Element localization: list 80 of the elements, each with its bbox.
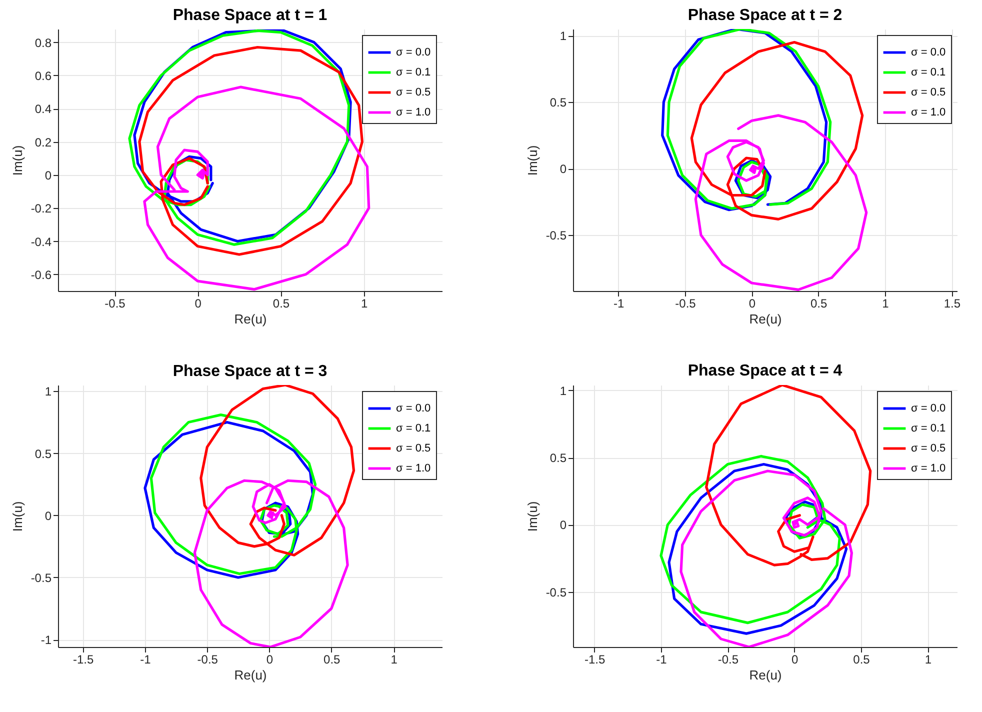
legend-label: σ = 0.0 [911,402,946,414]
x-tick-label: -0.5 [675,296,696,310]
y-tick-label: 0.5 [550,451,567,466]
y-tick-label: -0.5 [30,570,52,585]
y-tick-label: 1 [560,384,567,398]
legend-label: σ = 0.1 [396,422,431,434]
chart-title: Phase Space at t = 1 [172,7,328,24]
x-tick-label: 0.5 [272,296,290,310]
x-tick-label: -1 [140,652,152,666]
x-tick-label: -1 [613,296,624,310]
y-tick-label: 0 [44,508,52,523]
chart-title: Phase Space at t = 4 [688,362,842,380]
legend-label: σ = 0.5 [911,86,946,98]
x-axis-title: Re(u) [234,312,267,326]
y-tick-label: 0.6 [34,68,52,83]
x-tick-label: -1 [656,652,668,666]
y-tick-label: 1 [44,384,52,399]
legend-label: σ = 0.1 [396,66,431,78]
legend-label: σ = 0.1 [911,422,946,434]
x-tick-label: -1.5 [73,652,94,666]
x-tick-label: -0.5 [104,296,126,310]
y-axis-title: Im(u) [524,145,540,176]
y-tick-label: 0.5 [34,446,52,461]
y-tick-label: 0.4 [34,102,52,116]
legend-label: σ = 0.0 [396,46,431,58]
line-series [138,46,364,256]
y-tick-label: -1 [40,633,52,648]
y-tick-label: 0 [560,518,567,532]
line-series [143,86,370,291]
x-axis-title: Re(u) [234,668,267,682]
x-tick-label: 1 [924,652,932,666]
legend-label: σ = 1.0 [911,462,946,474]
line-series [705,385,872,566]
x-tick-label: 1 [361,296,368,310]
legend-label: σ = 0.5 [396,86,431,98]
line-series [690,41,864,220]
y-tick-label: 0 [44,168,52,182]
y-tick-label: -0.4 [30,234,52,249]
line-series [200,385,356,556]
x-tick-label: -0.5 [197,652,218,666]
legend-label: σ = 1.0 [911,106,946,118]
chart-title: Phase Space at t = 3 [172,363,328,380]
legend-label: σ = 1.0 [396,462,431,474]
x-axis-title: Re(u) [749,668,782,682]
x-tick-label: -0.5 [718,652,739,666]
y-axis-title: Im(u) [524,501,540,532]
x-tick-label: 0.5 [810,296,828,310]
chart-title: Phase Space at t = 2 [688,7,842,24]
y-tick-label: -0.5 [546,228,567,243]
x-tick-label: -1.5 [584,652,606,666]
x-tick-label: 1.5 [944,296,961,310]
legend-label: σ = 0.5 [911,442,946,454]
x-tick-label: 0.5 [853,652,870,666]
x-tick-label: 0 [748,296,756,310]
legend-label: σ = 0.0 [911,46,946,58]
legend-label: σ = 0.1 [911,66,946,78]
x-tick-label: 0 [791,652,798,666]
y-tick-label: 0.8 [34,36,52,50]
x-axis-title: Re(u) [749,312,782,326]
y-axis-title: Im(u) [10,145,25,176]
x-tick-label: 1 [390,652,398,666]
x-tick-label: 0.5 [324,652,341,666]
y-tick-label: 1 [560,29,567,44]
line-series [680,470,853,647]
x-tick-label: 1 [882,296,890,310]
line-series [694,114,868,291]
legend-label: σ = 1.0 [396,106,431,118]
y-tick-label: -0.2 [30,202,52,216]
y-axis-title: Im(u) [10,501,25,532]
x-tick-label: 0 [266,652,274,666]
legend-label: σ = 0.5 [396,442,431,454]
y-tick-label: -0.5 [546,585,567,600]
line-series [193,479,349,647]
line-series [660,454,841,624]
y-tick-label: -0.6 [30,268,52,282]
x-tick-label: 0 [194,296,202,310]
y-tick-label: 0 [560,162,567,176]
legend-label: σ = 0.0 [396,402,431,414]
y-tick-label: 0.5 [550,96,567,110]
y-tick-label: 0.2 [34,135,52,150]
